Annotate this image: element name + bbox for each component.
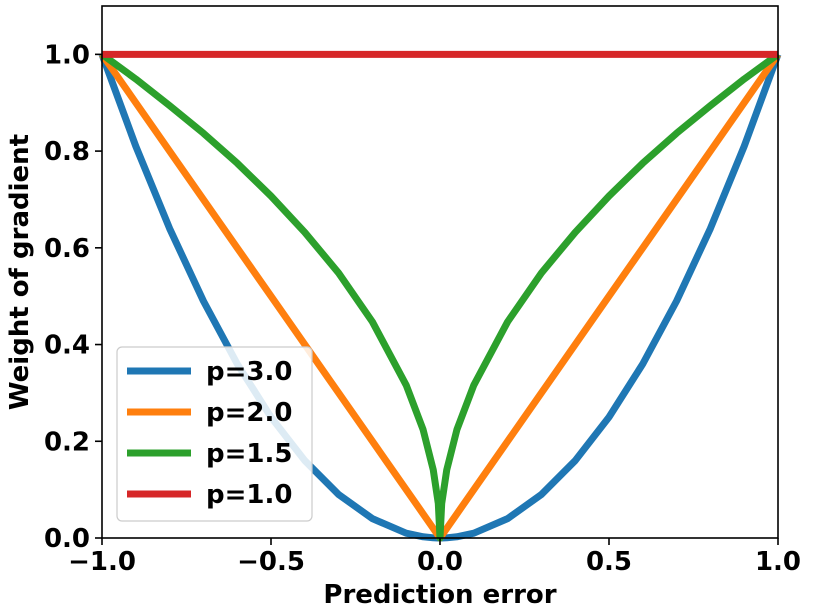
y-tick-label: 1.0 bbox=[44, 40, 90, 70]
x-tick-label: 0.0 bbox=[417, 547, 463, 577]
legend: p=3.0 p=2.0 p=1.5 p=1.0 bbox=[116, 346, 313, 522]
y-tick-label: 0.0 bbox=[44, 524, 90, 554]
x-axis: −1.0 −0.5 0.0 0.5 1.0 bbox=[68, 538, 801, 577]
x-tick-label: −0.5 bbox=[237, 547, 305, 577]
legend-entry-label: p=2.0 bbox=[206, 398, 292, 428]
y-tick-label: 0.6 bbox=[44, 234, 90, 264]
x-axis-label: Prediction error bbox=[323, 580, 556, 610]
y-tick-label: 0.2 bbox=[44, 427, 90, 457]
legend-entry-label: p=1.5 bbox=[206, 439, 292, 469]
y-axis-label: Weight of gradient bbox=[5, 134, 35, 410]
x-tick-label: −1.0 bbox=[68, 547, 136, 577]
legend-box bbox=[116, 346, 313, 522]
x-tick-label: 0.5 bbox=[586, 547, 632, 577]
x-tick-label: 1.0 bbox=[755, 547, 801, 577]
y-tick-label: 0.8 bbox=[44, 137, 90, 167]
y-tick-label: 0.4 bbox=[44, 331, 90, 361]
y-axis: 0.0 0.2 0.4 0.6 0.8 1.0 bbox=[44, 40, 102, 554]
legend-entry-label: p=1.0 bbox=[206, 480, 292, 510]
legend-entry-label: p=3.0 bbox=[206, 357, 292, 387]
